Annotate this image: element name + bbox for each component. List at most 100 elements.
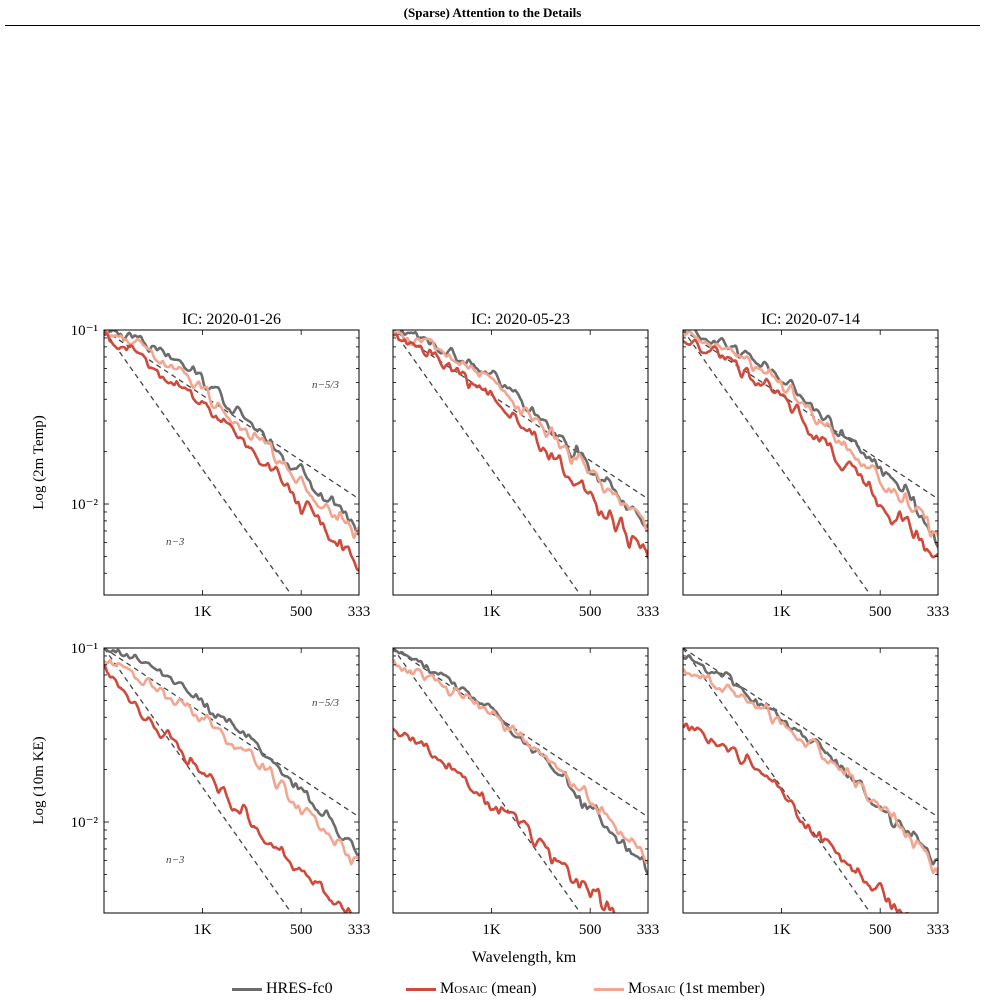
y-ticks [393, 647, 648, 914]
y-tick-label: 10⁻¹ [71, 323, 98, 339]
panel-title: IC: 2020-07-14 [761, 311, 860, 328]
panel-title: IC: 2020-05-23 [471, 311, 570, 328]
x-tick-label: 500 [290, 604, 313, 620]
reference-line-n-3 [104, 648, 293, 913]
panel-frame [392, 329, 649, 596]
legend-label-mosaic-member: Mosaic [628, 980, 676, 997]
legend: HRES-fc0 Mosaic (mean) Mosaic (1st membe… [0, 975, 985, 1003]
y-tick-label: 10⁻² [71, 497, 99, 513]
ref-label-n3: n−3 [166, 854, 185, 866]
series-mean [683, 338, 938, 559]
y-tick-label: 10⁻² [71, 815, 99, 831]
ref-label-n3: n−3 [166, 536, 185, 548]
y-axis-label: Log (2m Temp) [31, 415, 47, 510]
x-tick-label: 333 [348, 604, 371, 620]
x-tick-label: 1K [482, 922, 501, 938]
panel-plot-area [683, 648, 938, 913]
y-ticks [104, 329, 359, 596]
series-member [104, 659, 359, 866]
y-ticks [683, 647, 938, 914]
series-mean [104, 663, 353, 913]
x-tick-label: 500 [290, 922, 313, 938]
y-ticks [104, 647, 359, 914]
panel-1-2: 1K 500 333 [682, 647, 950, 938]
x-tick-label: 500 [579, 604, 602, 620]
page-header: (Sparse) Attention to the Details [0, 0, 985, 27]
legend-swatch-mosaic-mean [406, 987, 436, 991]
reference-line-n-3 [683, 330, 872, 595]
panel-frame [103, 329, 360, 596]
reference-line-n-5-3 [104, 330, 359, 500]
series-hres [393, 330, 648, 529]
series-hres [683, 653, 938, 866]
x-tick-label: 1K [193, 922, 212, 938]
series-member [393, 330, 648, 533]
running-title: (Sparse) Attention to the Details [403, 5, 582, 20]
ref-label-n53: n−5/3 [312, 379, 339, 391]
panel-0-0: 1K 500 333 IC: 2020-01-26 10⁻¹ 10⁻² Log (2m Te… [31, 311, 370, 620]
x-tick-label: 500 [869, 604, 892, 620]
legend-item-mosaic-mean: Mosaic (mean) [406, 977, 537, 1001]
x-tick-label: 333 [637, 922, 660, 938]
series-hres [393, 648, 648, 876]
panel-frame [392, 647, 649, 914]
panel-frame [682, 647, 939, 914]
x-tick-label: 500 [579, 922, 602, 938]
series-member [683, 330, 938, 538]
reference-line-n-3 [683, 648, 872, 913]
legend-label-mosaic-mean-suffix: (mean) [487, 980, 537, 997]
panel-0-2: 1K 500 333 IC: 2020-07-14 [682, 311, 950, 620]
legend-swatch-hres [232, 987, 262, 991]
x-tick-label: 333 [927, 922, 950, 938]
legend-item-hres: HRES-fc0 [232, 977, 333, 1001]
x-tick-label: 1K [772, 604, 791, 620]
panel-plot-area [393, 648, 648, 913]
y-axis-label: Log (10m KE) [31, 736, 47, 824]
legend-swatch-mosaic-member [594, 987, 624, 991]
legend-label-mosaic-member-suffix: (1st member) [675, 980, 765, 997]
x-tick-label: 1K [772, 922, 791, 938]
reference-line-n-5-3 [104, 648, 359, 818]
y-ticks [393, 329, 648, 596]
reference-line-n-5-3 [683, 648, 938, 818]
panel-frame [103, 647, 360, 914]
reference-line-n-3 [393, 648, 582, 913]
series-mean [104, 330, 359, 572]
series-hres [683, 330, 938, 549]
ref-label-n53: n−5/3 [312, 697, 339, 709]
x-tick-label: 1K [193, 604, 212, 620]
header-rule [5, 25, 980, 26]
legend-label-mosaic-mean: Mosaic [440, 980, 488, 997]
x-tick-label: 333 [927, 604, 950, 620]
series-mean [393, 727, 616, 913]
reference-line-n-3 [104, 330, 293, 595]
legend-item-mosaic-member: Mosaic (1st member) [594, 977, 765, 1001]
series-member [683, 667, 938, 877]
panel-plot-area [104, 648, 359, 913]
x-tick-label: 333 [637, 604, 660, 620]
panel-0-1: 1K 500 333 IC: 2020-05-23 [392, 311, 660, 620]
reference-line-n-5-3 [683, 330, 938, 500]
series-member [393, 658, 648, 865]
x-tick-label: 333 [348, 922, 371, 938]
series-mean [683, 722, 909, 913]
series-hres [104, 648, 359, 857]
panel-plot-area [104, 330, 359, 595]
panel-plot-area [683, 330, 938, 595]
reference-line-n-3 [393, 330, 582, 595]
legend-label-hres: HRES-fc0 [266, 980, 333, 997]
y-tick-label: 10⁻¹ [71, 641, 98, 657]
series-hres [104, 330, 359, 536]
panel-frame [682, 329, 939, 596]
series-mean [393, 333, 648, 559]
x-tick-label: 500 [869, 922, 892, 938]
x-axis-label: Wavelength, km [472, 949, 577, 966]
reference-line-n-5-3 [393, 330, 648, 500]
reference-line-n-5-3 [393, 648, 648, 818]
panel-plot-area [393, 330, 648, 595]
series-member [104, 330, 359, 540]
panel-1-1: 1K 500 333 [392, 647, 660, 938]
panel-title: IC: 2020-01-26 [182, 311, 281, 328]
x-tick-label: 1K [482, 604, 501, 620]
